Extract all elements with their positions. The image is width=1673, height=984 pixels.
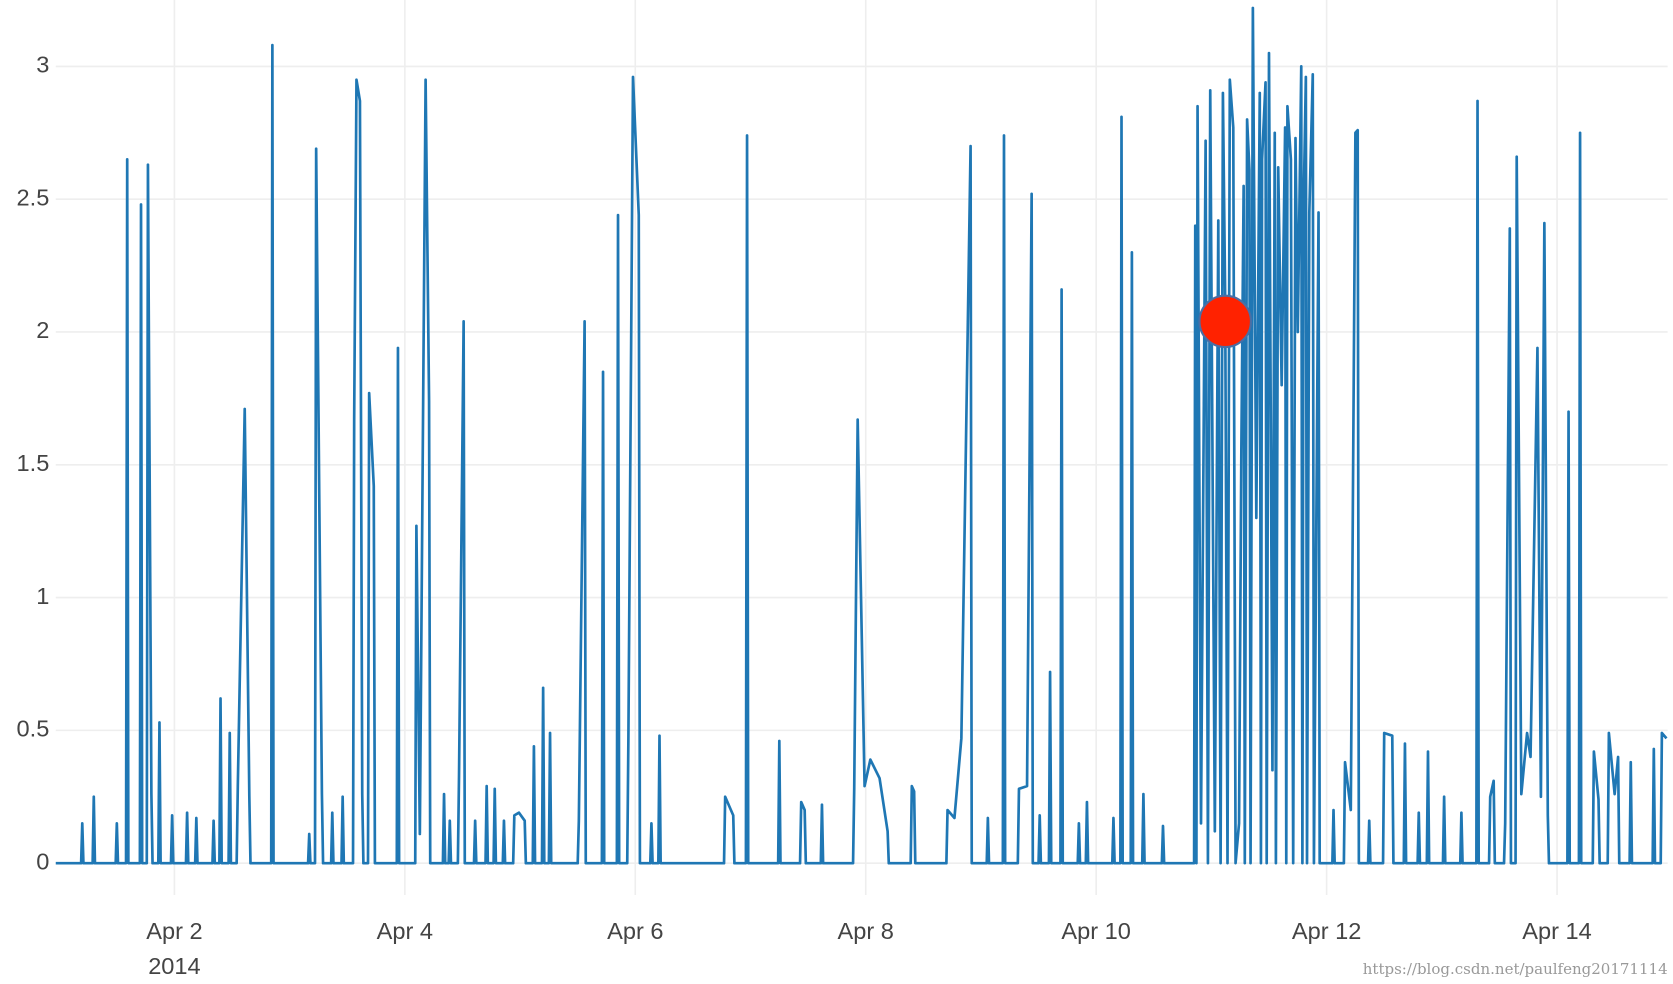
x-year-label: 2014 [148, 953, 200, 979]
y-tick-label: 1 [36, 583, 49, 609]
y-tick-label: 3 [36, 52, 49, 78]
y-tick-label: 0.5 [17, 716, 50, 742]
y-tick-label: 2.5 [17, 184, 50, 210]
x-tick-label: Apr 4 [377, 918, 433, 944]
x-tick-label: Apr 12 [1292, 918, 1361, 944]
watermark: https://blog.csdn.net/paulfeng20171114 [1363, 960, 1668, 978]
x-tick-label: Apr 10 [1061, 918, 1130, 944]
x-tick-label: Apr 2 [146, 918, 202, 944]
highlight-marker [1198, 294, 1253, 349]
x-tick-label: Apr 14 [1522, 918, 1591, 944]
y-tick-label: 0 [36, 848, 49, 874]
x-tick-label: Apr 8 [838, 918, 894, 944]
y-tick-label: 2 [36, 317, 49, 343]
x-tick-label: Apr 6 [607, 918, 663, 944]
data-line [55, 6, 1668, 865]
y-tick-label: 1.5 [17, 450, 50, 476]
